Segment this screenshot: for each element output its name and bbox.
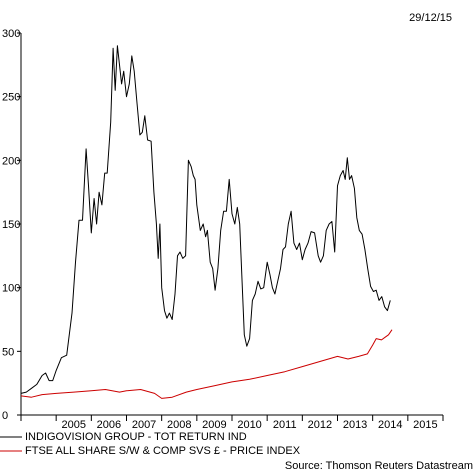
series-line-1 xyxy=(20,329,393,399)
y-tick-label: 0 xyxy=(2,410,8,422)
y-axis: 0 50 100 150 200 250 300 xyxy=(2,28,22,422)
legend-entry: INDIGOVISION GROUP - TOT RETURN IND xyxy=(0,431,247,443)
x-axis-ticks: 2005 2006 2007 2008 2009 2010 2011 2012 2013 2014… xyxy=(20,415,444,431)
series-line-0 xyxy=(20,45,391,394)
x-tick-label: 2011 xyxy=(273,419,297,431)
x-tick-label: 2013 xyxy=(343,419,367,431)
x-axis: 2005 2006 2007 2008 2009 2010 2011 2012 2013 2014… xyxy=(20,414,444,431)
y-tick-label: 50 xyxy=(2,346,14,358)
date-stamp: 29/12/15 xyxy=(409,12,452,24)
x-tick-label: 2008 xyxy=(167,419,191,431)
x-tick-label: 2010 xyxy=(237,419,261,431)
y-tick-label: 300 xyxy=(2,28,20,40)
x-tick-label: 2007 xyxy=(132,419,156,431)
legend-label: FTSE ALL SHARE S/W & COMP SVS £ - PRICE … xyxy=(25,445,301,457)
legend-entry: FTSE ALL SHARE S/W & COMP SVS £ - PRICE … xyxy=(0,445,301,457)
y-tick-label: 100 xyxy=(2,283,20,295)
y-axis-ticks: 0 50 100 150 200 250 300 xyxy=(2,28,21,422)
x-tick-label: 2012 xyxy=(308,419,332,431)
legend-label: INDIGOVISION GROUP - TOT RETURN IND xyxy=(25,431,247,443)
x-tick-label: 2009 xyxy=(202,419,226,431)
plot-lines xyxy=(20,45,393,399)
y-tick-label: 250 xyxy=(2,92,20,104)
legend: INDIGOVISION GROUP - TOT RETURN IND FTSE… xyxy=(0,431,301,457)
y-tick-label: 150 xyxy=(2,219,20,231)
x-tick-label: 2015 xyxy=(413,419,437,431)
x-tick-label: 2005 xyxy=(62,419,86,431)
x-tick-label: 2006 xyxy=(97,419,121,431)
source-note: Source: Thomson Reuters Datastream xyxy=(285,460,473,472)
y-tick-label: 200 xyxy=(2,155,20,167)
x-tick-label: 2014 xyxy=(378,419,402,431)
